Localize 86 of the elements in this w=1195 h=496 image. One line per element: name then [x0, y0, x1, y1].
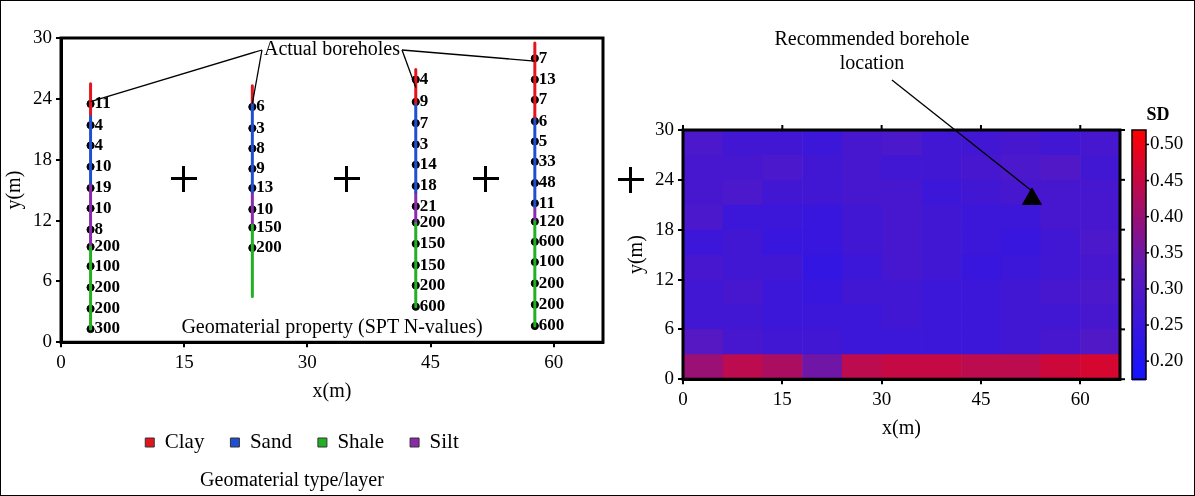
y-tick-label: 0	[42, 330, 52, 352]
annotation: Actual boreholes	[263, 37, 401, 60]
legend-label: Sand	[249, 429, 293, 454]
legend-label: Clay	[164, 429, 205, 454]
annotation: 6	[256, 96, 265, 116]
annotation: 7	[538, 89, 548, 109]
annotation: 8	[94, 219, 104, 239]
color-bar-label: 0.45	[1150, 168, 1184, 190]
color-bar-label: 0.40	[1150, 204, 1184, 226]
color-bar-label: 0.25	[1150, 313, 1184, 335]
x-tick-label: 60	[1070, 387, 1090, 409]
annotation: 200	[256, 237, 282, 257]
annotation: 600	[538, 315, 565, 335]
annotation: 13	[256, 177, 274, 197]
x-tick-label: 0	[678, 387, 688, 409]
legend-label: Shale	[337, 429, 385, 454]
y-tick-label: 12	[33, 208, 52, 230]
annotation: 13	[538, 68, 556, 88]
annotation: 10	[94, 156, 112, 176]
annotation: 7	[538, 47, 548, 67]
color-bar-label: 0.30	[1150, 276, 1184, 298]
annotation: 600	[419, 296, 446, 316]
annotation: 150	[256, 217, 282, 237]
x-tick-label: 60	[544, 350, 564, 372]
y-axis-title: y(m)	[2, 170, 26, 210]
annotation: 9	[419, 91, 429, 111]
y-tick-label: 6	[664, 317, 674, 339]
x-axis-title: x(m)	[312, 379, 352, 403]
annotation: 200	[538, 272, 565, 292]
annotation: 200	[538, 294, 565, 314]
annotation: 300	[94, 318, 121, 338]
annotation: 4	[94, 134, 104, 154]
legend-label: Silt	[429, 429, 459, 454]
annotation: 6	[538, 110, 548, 130]
y-tick-label: 30	[655, 117, 674, 139]
y-tick-label: 12	[655, 267, 674, 289]
annotation: 200	[419, 274, 446, 294]
y-tick-label: 0	[664, 367, 674, 389]
annotation: 3	[256, 117, 265, 137]
annotation: 19	[94, 177, 112, 197]
annotation: 9	[256, 158, 265, 178]
annotation: 3	[419, 133, 429, 153]
x-tick-label: 0	[56, 350, 66, 372]
x-tick-label: 15	[174, 350, 194, 372]
annotation: 11	[538, 192, 555, 212]
color-bar-title: SD	[1146, 103, 1170, 124]
annotation: 18	[419, 175, 437, 195]
y-axis-title: y(m)	[624, 235, 648, 275]
color-bar-label: 0.20	[1150, 349, 1184, 371]
annotation: 200	[94, 298, 121, 318]
annotation: 7	[419, 112, 429, 132]
x-tick-label: 30	[872, 387, 892, 409]
y-tick-label: 6	[42, 269, 52, 291]
annotation: Geomaterial property (SPT N-values)	[181, 315, 483, 339]
text: Geomaterial type/layer	[200, 468, 385, 492]
annotation: 10	[94, 197, 112, 217]
annotation: 10	[256, 198, 274, 218]
annotation: 48	[538, 172, 556, 192]
annotation: 4	[419, 68, 429, 88]
annotation: 120	[538, 210, 565, 230]
annotation: 8	[256, 137, 265, 157]
annotation: 200	[94, 236, 121, 256]
annotation: Recommended borehole location	[774, 27, 970, 74]
annotation: 33	[538, 151, 556, 171]
x-axis-title: x(m)	[882, 416, 921, 440]
annotation: 150	[419, 254, 446, 274]
annotation: 11	[94, 93, 111, 113]
y-tick-label: 30	[33, 25, 52, 47]
annotation: 100	[538, 251, 565, 271]
color-bar-label: 0.50	[1150, 132, 1184, 154]
annotation: 150	[419, 233, 446, 253]
annotation: 200	[94, 276, 121, 296]
y-tick-label: 18	[655, 217, 674, 239]
annotation: 5	[538, 130, 548, 150]
annotation: 14	[419, 154, 438, 174]
y-tick-label: 24	[655, 167, 675, 189]
y-tick-label: 18	[33, 147, 52, 169]
annotation: 600	[538, 231, 565, 251]
x-tick-label: 30	[297, 350, 317, 372]
annotation: 4	[94, 114, 104, 134]
x-tick-label: 15	[772, 387, 792, 409]
x-tick-label: 45	[971, 387, 991, 409]
annotation: 100	[94, 255, 121, 275]
x-tick-label: 45	[421, 350, 441, 372]
color-bar-label: 0.35	[1150, 240, 1184, 262]
y-tick-label: 24	[33, 86, 53, 108]
